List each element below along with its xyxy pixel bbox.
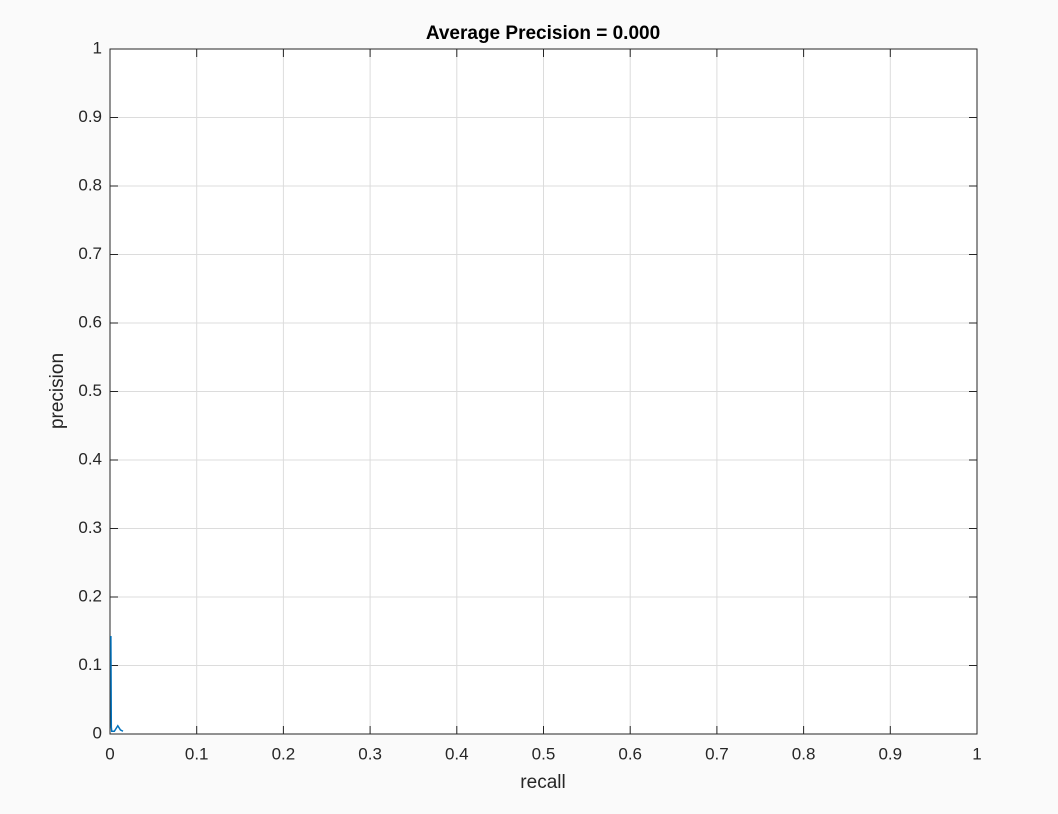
x-tick-label: 0.5 <box>532 744 556 763</box>
y-tick-label: 0.2 <box>78 586 102 605</box>
x-tick-label: 0.8 <box>792 744 816 763</box>
x-tick-label: 0.4 <box>445 744 469 763</box>
y-tick-label: 0.6 <box>78 312 102 331</box>
x-tick-label: 0.6 <box>618 744 642 763</box>
y-tick-label: 0.7 <box>78 244 102 263</box>
y-tick-label: 0.8 <box>78 175 102 194</box>
y-tick-label: 0.3 <box>78 518 102 537</box>
x-tick-label: 0 <box>105 744 114 763</box>
y-tick-label: 0.9 <box>78 107 102 126</box>
chart-title: Average Precision = 0.000 <box>426 23 660 44</box>
y-tick-label: 0.4 <box>78 449 102 468</box>
y-axis-label: precision <box>47 353 68 429</box>
pr-curve <box>110 636 124 733</box>
x-tick-label: 0.2 <box>272 744 296 763</box>
x-tick-label: 0.1 <box>185 744 209 763</box>
y-tick-label: 0.5 <box>78 381 102 400</box>
axes-box <box>109 48 978 735</box>
y-tick-label: 0.1 <box>78 655 102 674</box>
x-tick-label: 0.3 <box>358 744 382 763</box>
x-tick-label: 0.9 <box>878 744 902 763</box>
x-tick-label: 1 <box>972 744 981 763</box>
x-axis-label: recall <box>520 772 565 793</box>
y-tick-label: 0 <box>93 723 102 742</box>
y-tick-label: 1 <box>93 38 102 57</box>
x-tick-label: 0.7 <box>705 744 729 763</box>
